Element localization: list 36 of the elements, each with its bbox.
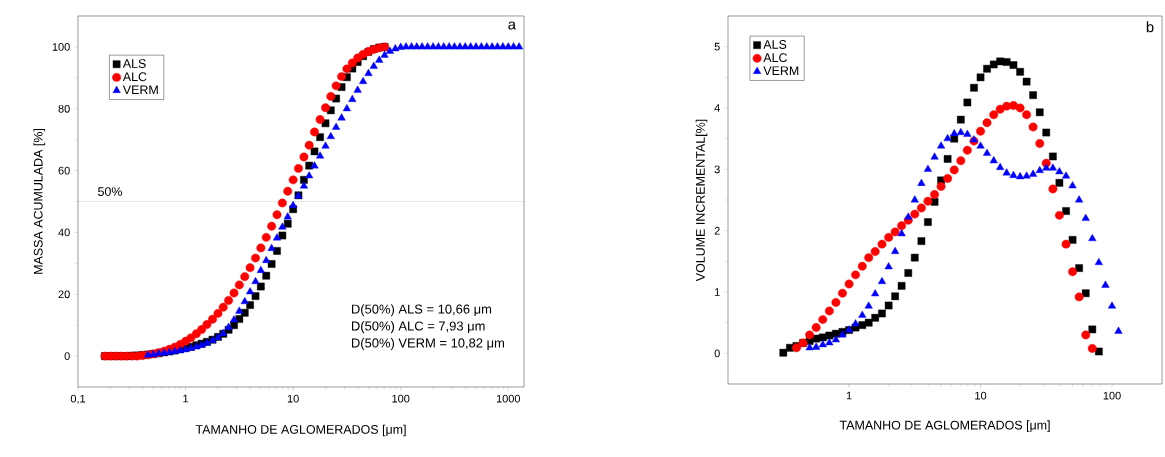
x-axis-title: TAMANHO DE AGLOMERADOS [μm]	[195, 424, 406, 437]
annotation: a	[508, 21, 517, 30]
y-tick-label: 4	[714, 104, 720, 112]
x-tick-label: 10	[975, 391, 987, 400]
y-tick-label: 40	[58, 228, 70, 237]
x-tick-label: 100	[1103, 391, 1121, 400]
y-tick-label: 100	[52, 43, 70, 51]
y-tick-label: 5	[714, 42, 720, 51]
x-tick-label: 10	[287, 394, 299, 403]
x-tick-label: 0,1	[70, 394, 86, 404]
x-tick-label: 1000	[496, 394, 521, 403]
ref-line-label: 50%	[98, 187, 122, 196]
annotation: D(50%) ALS = 10,66 μm	[351, 304, 492, 317]
y-tick-label: 20	[58, 290, 70, 299]
legend-label: ALS	[122, 59, 146, 68]
y-tick-label: 60	[58, 166, 70, 175]
y-axis-title: VOLUME INCREMENTAL[%]	[695, 119, 708, 282]
y-tick-label: 0	[714, 349, 720, 358]
legend-label: ALC	[122, 72, 147, 82]
x-tick-label: 100	[392, 394, 410, 403]
legend-label: VERM	[763, 66, 799, 75]
y-axis-title: MASSA ACUMULADA [%]	[33, 129, 46, 274]
legend-label: ALS	[763, 40, 787, 49]
x-tick-label: 1	[846, 391, 852, 400]
x-tick-label: 1	[183, 394, 189, 403]
annotation: D(50%) ALC = 7,93 μm	[351, 321, 485, 334]
y-tick-label: 1	[714, 288, 720, 296]
y-tick-label: 80	[58, 104, 70, 113]
x-axis-title: TAMANHO DE AGLOMERADOS [μm]	[839, 420, 1050, 432]
legend-label: ALC	[763, 53, 788, 63]
legend-label: VERM	[122, 85, 158, 95]
annotation: D(50%) VERM = 10,82 μm	[351, 338, 504, 351]
y-tick-label: 0	[64, 352, 70, 360]
y-tick-label: 2	[714, 226, 720, 235]
y-tick-label: 3	[714, 165, 720, 174]
annotation: b	[1146, 21, 1154, 33]
